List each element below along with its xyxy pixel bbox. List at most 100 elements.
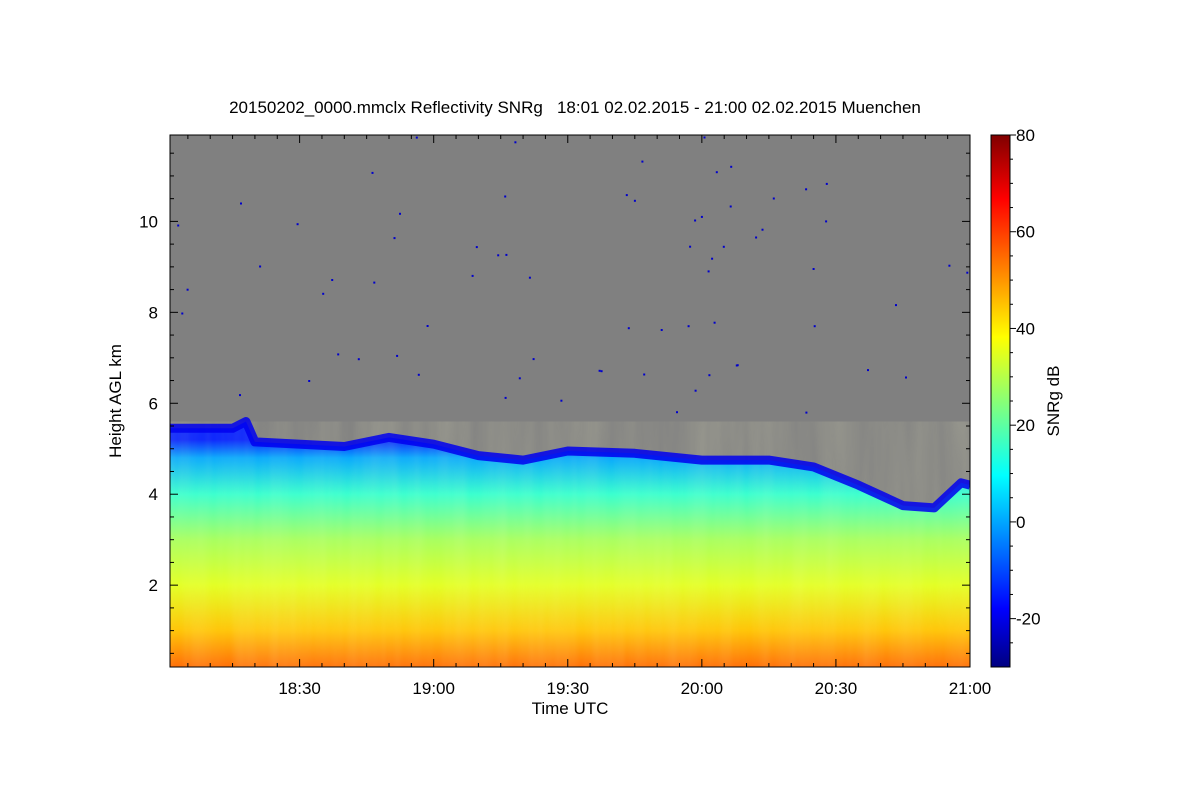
speckle xyxy=(239,394,241,397)
speckle xyxy=(560,399,563,402)
colorbar: -20 0 20 40 60 80 SNRg dB xyxy=(990,126,1063,668)
speckle xyxy=(322,292,325,295)
speckle xyxy=(600,370,603,373)
speckle xyxy=(393,237,396,240)
speckle xyxy=(711,257,714,260)
speckle xyxy=(772,197,775,200)
colorbar-tick-label: 0 xyxy=(1016,513,1025,532)
speckle xyxy=(687,325,690,328)
speckle xyxy=(475,246,478,249)
speckle xyxy=(186,288,189,291)
speckle xyxy=(181,312,184,315)
colorbar-gradient xyxy=(990,134,1011,668)
speckle xyxy=(308,380,311,382)
speckle xyxy=(240,202,242,205)
speckle xyxy=(497,254,500,257)
x-tick-label: 21:00 xyxy=(949,679,992,698)
speckle xyxy=(761,228,764,231)
speckle xyxy=(643,373,646,376)
speckle xyxy=(895,304,897,307)
colorbar-tick-label: 40 xyxy=(1016,319,1035,338)
speckle xyxy=(689,245,692,248)
speckle xyxy=(627,327,630,330)
colorbar-label: SNRg dB xyxy=(1044,366,1063,437)
speckle xyxy=(736,364,739,367)
speckle xyxy=(504,396,507,399)
x-axis-label: Time UTC xyxy=(532,699,609,718)
noise-speckles xyxy=(177,136,969,414)
speckle xyxy=(812,268,815,270)
speckle xyxy=(426,325,429,327)
speckle xyxy=(715,171,718,174)
y-axis-label: Height AGL km xyxy=(106,344,125,458)
x-axis: 18:30 19:00 19:30 20:00 20:30 21:00 xyxy=(187,135,992,698)
speckle xyxy=(296,223,299,226)
speckle xyxy=(357,358,360,361)
speckle xyxy=(703,136,706,139)
colorbar-tick-label: 60 xyxy=(1016,223,1035,242)
speckle xyxy=(805,411,808,414)
y-tick-label: 6 xyxy=(149,394,158,413)
x-tick-label: 20:30 xyxy=(815,679,858,698)
plot-area xyxy=(170,135,970,667)
colorbar-tick-label: 20 xyxy=(1016,416,1035,435)
speckle xyxy=(641,160,644,163)
plot-frame xyxy=(169,134,971,668)
speckle xyxy=(259,265,262,268)
speckle xyxy=(415,136,418,139)
speckle xyxy=(700,215,703,218)
speckle xyxy=(514,141,517,144)
colorbar-ticks: -20 0 20 40 60 80 xyxy=(1010,126,1041,644)
speckle xyxy=(505,253,508,256)
speckle xyxy=(825,182,828,185)
speckle xyxy=(730,165,733,168)
speckle xyxy=(713,321,716,324)
speckle xyxy=(708,374,711,377)
speckle xyxy=(867,369,869,372)
speckle xyxy=(399,212,401,215)
speckle xyxy=(396,354,399,357)
speckle xyxy=(371,171,374,174)
y-axis: 2 4 6 8 10 xyxy=(139,152,970,654)
y-tick-label: 2 xyxy=(149,576,158,595)
x-tick-label: 19:30 xyxy=(546,679,589,698)
speckle xyxy=(633,199,636,202)
y-tick-label: 10 xyxy=(139,212,158,231)
speckle xyxy=(694,389,697,392)
x-tick-label: 20:00 xyxy=(681,679,724,698)
chart-title: 20150202_0000.mmclx Reflectivity SNRg 18… xyxy=(229,98,921,117)
echo-region xyxy=(170,417,970,667)
speckle xyxy=(722,245,725,248)
speckle xyxy=(471,274,474,277)
speckle xyxy=(417,373,420,376)
speckle xyxy=(337,353,340,356)
speckle xyxy=(660,329,663,331)
x-tick-label: 18:30 xyxy=(278,679,321,698)
speckle xyxy=(373,281,376,284)
colorbar-tick-label: -20 xyxy=(1016,610,1041,629)
speckle xyxy=(625,194,628,197)
x-tick-label: 19:00 xyxy=(412,679,455,698)
echo-texture xyxy=(170,421,970,667)
speckle xyxy=(676,411,678,414)
speckle xyxy=(948,264,951,267)
speckle xyxy=(966,271,969,274)
speckle xyxy=(532,358,535,361)
speckle xyxy=(805,188,808,191)
speckle xyxy=(825,220,828,223)
speckle xyxy=(729,205,732,208)
speckle xyxy=(331,279,334,281)
y-tick-label: 4 xyxy=(149,485,158,504)
echo-top-edge xyxy=(170,417,970,513)
speckle xyxy=(813,325,816,328)
speckle xyxy=(177,224,180,227)
speckle xyxy=(518,377,521,380)
y-tick-label: 8 xyxy=(149,303,158,322)
speckle xyxy=(504,195,507,198)
speckle xyxy=(694,219,697,222)
speckle xyxy=(905,376,907,379)
colorbar-tick-label: 80 xyxy=(1016,126,1035,145)
speckle xyxy=(528,276,531,279)
speckle xyxy=(755,236,758,239)
